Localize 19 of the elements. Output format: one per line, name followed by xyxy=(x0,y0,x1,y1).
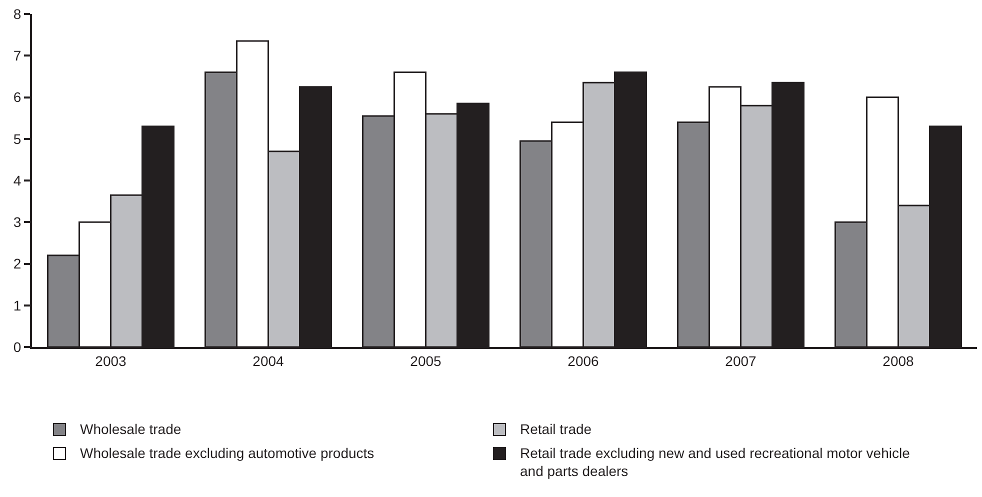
legend-label: Wholesale trade excluding automotive products xyxy=(80,444,374,462)
y-tick-label: 5 xyxy=(13,130,22,147)
y-tick-label: 0 xyxy=(13,338,22,355)
legend-label: Retail trade xyxy=(520,420,592,438)
y-tick-label: 2 xyxy=(13,256,22,272)
x-tick-label: 2007 xyxy=(725,352,757,369)
y-tick-label: 8 xyxy=(13,6,22,22)
y-tick-label: 7 xyxy=(13,48,22,64)
x-tick-label: 2005 xyxy=(410,352,442,369)
legend-label: Retail trade excluding new and used recreational motor vehicle and parts dealers xyxy=(520,444,911,480)
x-tick-label: 2004 xyxy=(252,352,284,369)
y-tick-label: 6 xyxy=(13,89,22,106)
x-tick-label: 2003 xyxy=(95,352,127,369)
legend-label: Wholesale trade xyxy=(80,420,182,438)
y-tick-label: 1 xyxy=(13,297,22,314)
y-tick-label: 4 xyxy=(13,172,22,188)
x-tick-label: 2006 xyxy=(568,352,600,369)
y-tick-label: 3 xyxy=(13,214,22,230)
x-tick-label: 2008 xyxy=(882,352,914,369)
